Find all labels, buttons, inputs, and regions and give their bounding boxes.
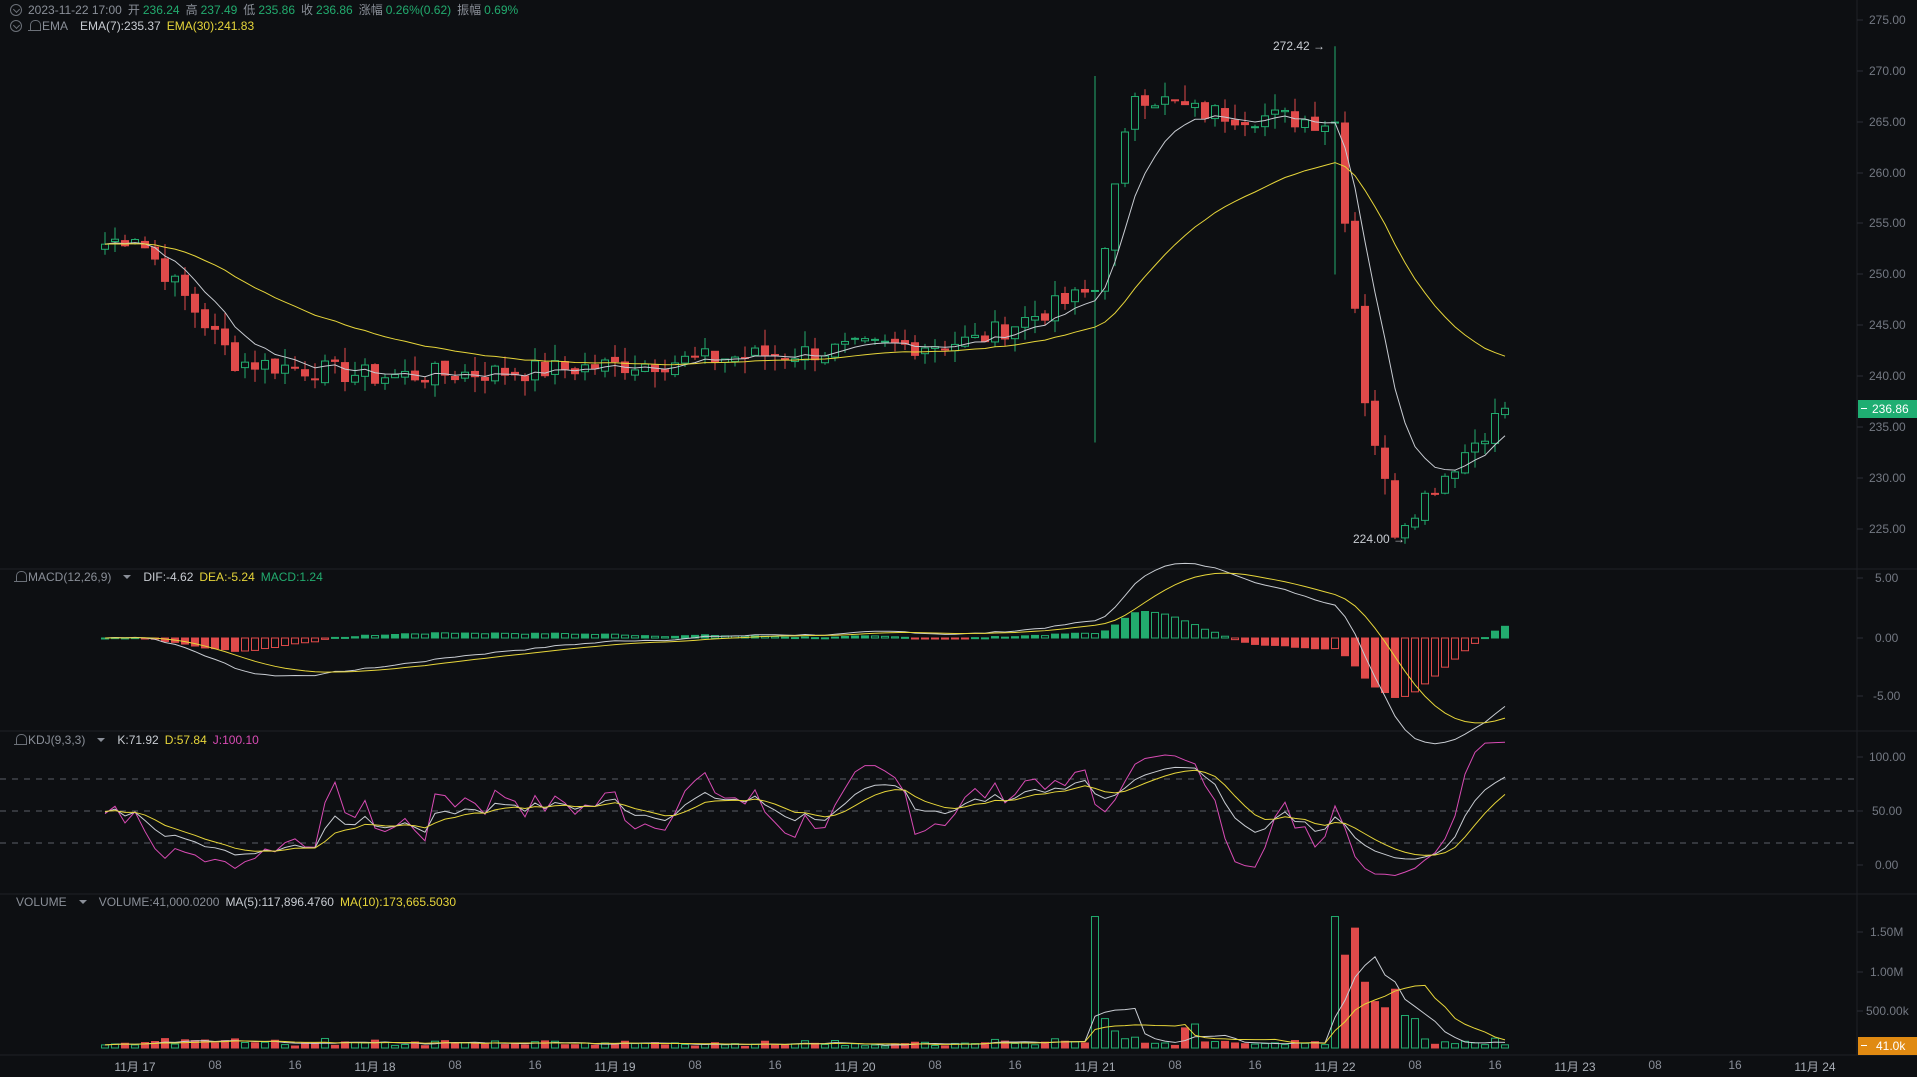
candle-datetime: 2023-11-22 17:00: [28, 2, 122, 17]
time-label: 08: [448, 1058, 462, 1072]
kdj-tick: 100.00: [1869, 750, 1906, 764]
macd-series: [101, 562, 1509, 745]
current-price-tag: 236.86: [1858, 400, 1917, 418]
open-label: 开: [127, 3, 140, 17]
macd-indicator-name[interactable]: MACD(12,26,9): [14, 570, 111, 584]
time-label: 11月 22: [1314, 1060, 1356, 1074]
time-label: 11月 21: [1074, 1060, 1116, 1074]
alert-bell-icon[interactable]: [14, 734, 27, 745]
dif-value: DIF:-4.62: [143, 570, 194, 584]
kdj-series: [104, 741, 1506, 876]
k-value: K:71.92: [117, 733, 159, 747]
price-tick: 255.00: [1869, 216, 1906, 230]
axis-ticks: [1857, 19, 1863, 1012]
time-label: 08: [1168, 1058, 1182, 1072]
time-label: 11月 17: [114, 1060, 156, 1074]
open-value: 236.24: [142, 2, 180, 17]
ema7-value: EMA(7):235.37: [80, 19, 161, 33]
ohlc-legend: 2023-11-22 17:00 开 236.24 高 237.49 低 235…: [10, 1, 518, 18]
ma10-value: MA(10):173,665.5030: [339, 895, 457, 909]
amplitude-value: 0.69%: [484, 2, 519, 17]
close-label: 收: [301, 3, 314, 17]
low-label: 低: [243, 3, 256, 17]
time-label: 11月 24: [1794, 1060, 1836, 1074]
macd-tick: -5.00: [1873, 689, 1901, 703]
price-tick: 240.00: [1869, 369, 1906, 383]
low-value: 235.86: [258, 2, 296, 17]
time-label: 16: [1248, 1058, 1262, 1072]
close-value: 236.86: [316, 2, 353, 17]
time-label: 11月 18: [354, 1060, 396, 1074]
time-label: 16: [1008, 1058, 1022, 1072]
time-label: 08: [1648, 1058, 1662, 1072]
volume-series: [101, 916, 1509, 1049]
price-tick: 260.00: [1869, 166, 1906, 180]
time-label: 16: [288, 1058, 302, 1072]
ema30-value: EMA(30):241.83: [166, 19, 255, 33]
volume-indicator-name[interactable]: VOLUME: [16, 895, 67, 909]
volume-legend: VOLUME VOLUME:41,000.0200 MA(5):117,896.…: [16, 895, 456, 909]
alert-bell-icon[interactable]: [28, 20, 41, 31]
current-volume-tag: 41.0k: [1858, 1037, 1917, 1055]
time-label: 08: [928, 1058, 942, 1072]
j-value: J:100.10: [212, 733, 259, 747]
time-label: 11月 23: [1554, 1060, 1596, 1074]
price-tick: 235.00: [1869, 420, 1906, 434]
d-value: D:57.84: [164, 733, 207, 747]
candlestick-series: [101, 46, 1509, 544]
dropdown-caret-icon[interactable]: [78, 900, 87, 904]
ema-legend: EMA EMA(7):235.37 EMA(30):241.83: [10, 19, 254, 33]
ema-lines: [104, 115, 1506, 471]
time-label: 08: [688, 1058, 702, 1072]
change-value: 0.26%(0.62): [385, 2, 452, 17]
price-tick: 250.00: [1869, 267, 1906, 281]
kdj-legend: KDJ(9,3,3) K:71.92 D:57.84 J:100.10: [14, 733, 259, 747]
ma5-value: MA(5):117,896.4760: [225, 895, 334, 909]
volume-value: VOLUME:41,000.0200: [98, 895, 220, 909]
volume-tick: 1.50M: [1870, 925, 1904, 939]
time-label: 11月 20: [834, 1060, 876, 1074]
time-label: 16: [528, 1058, 542, 1072]
ema-indicator-name[interactable]: EMA: [28, 19, 68, 33]
collapse-chevron-icon[interactable]: [10, 3, 22, 16]
time-label: 08: [1408, 1058, 1422, 1072]
collapse-chevron-icon[interactable]: [10, 20, 22, 32]
amplitude-label: 振幅: [457, 3, 482, 17]
macd-legend: MACD(12,26,9) DIF:-4.62 DEA:-5.24 MACD:1…: [14, 570, 323, 584]
highest-price-marker: 272.42 →: [1273, 39, 1326, 53]
time-label: 11月 19: [594, 1060, 636, 1074]
price-tick: 270.00: [1869, 64, 1906, 78]
kdj-tick: 0.00: [1875, 858, 1899, 872]
dropdown-caret-icon[interactable]: [123, 575, 132, 579]
macd-tick: 0.00: [1875, 631, 1899, 645]
high-label: 高: [185, 3, 198, 17]
price-tick: 245.00: [1869, 318, 1906, 332]
dropdown-caret-icon[interactable]: [97, 738, 106, 742]
alert-bell-icon[interactable]: [14, 571, 27, 582]
dea-value: DEA:-5.24: [199, 570, 255, 584]
kdj-indicator-name[interactable]: KDJ(9,3,3): [14, 733, 85, 747]
time-label: 16: [768, 1058, 782, 1072]
macd-value: MACD:1.24: [260, 570, 323, 584]
change-label: 涨幅: [358, 3, 383, 17]
price-tick: 230.00: [1869, 471, 1906, 485]
volume-tick: 1.00M: [1870, 965, 1904, 979]
price-tick: 225.00: [1869, 522, 1906, 536]
kdj-tick: 50.00: [1872, 804, 1903, 818]
time-label: 08: [208, 1058, 222, 1072]
high-value: 237.49: [200, 2, 238, 17]
volume-tick: 500.00k: [1866, 1004, 1909, 1018]
time-label: 16: [1488, 1058, 1502, 1072]
price-tick: 265.00: [1869, 115, 1906, 129]
lowest-price-marker: 224.00 →: [1353, 532, 1406, 546]
price-tick: 275.00: [1869, 13, 1906, 27]
macd-tick: 5.00: [1875, 571, 1899, 585]
time-label: 16: [1728, 1058, 1742, 1072]
